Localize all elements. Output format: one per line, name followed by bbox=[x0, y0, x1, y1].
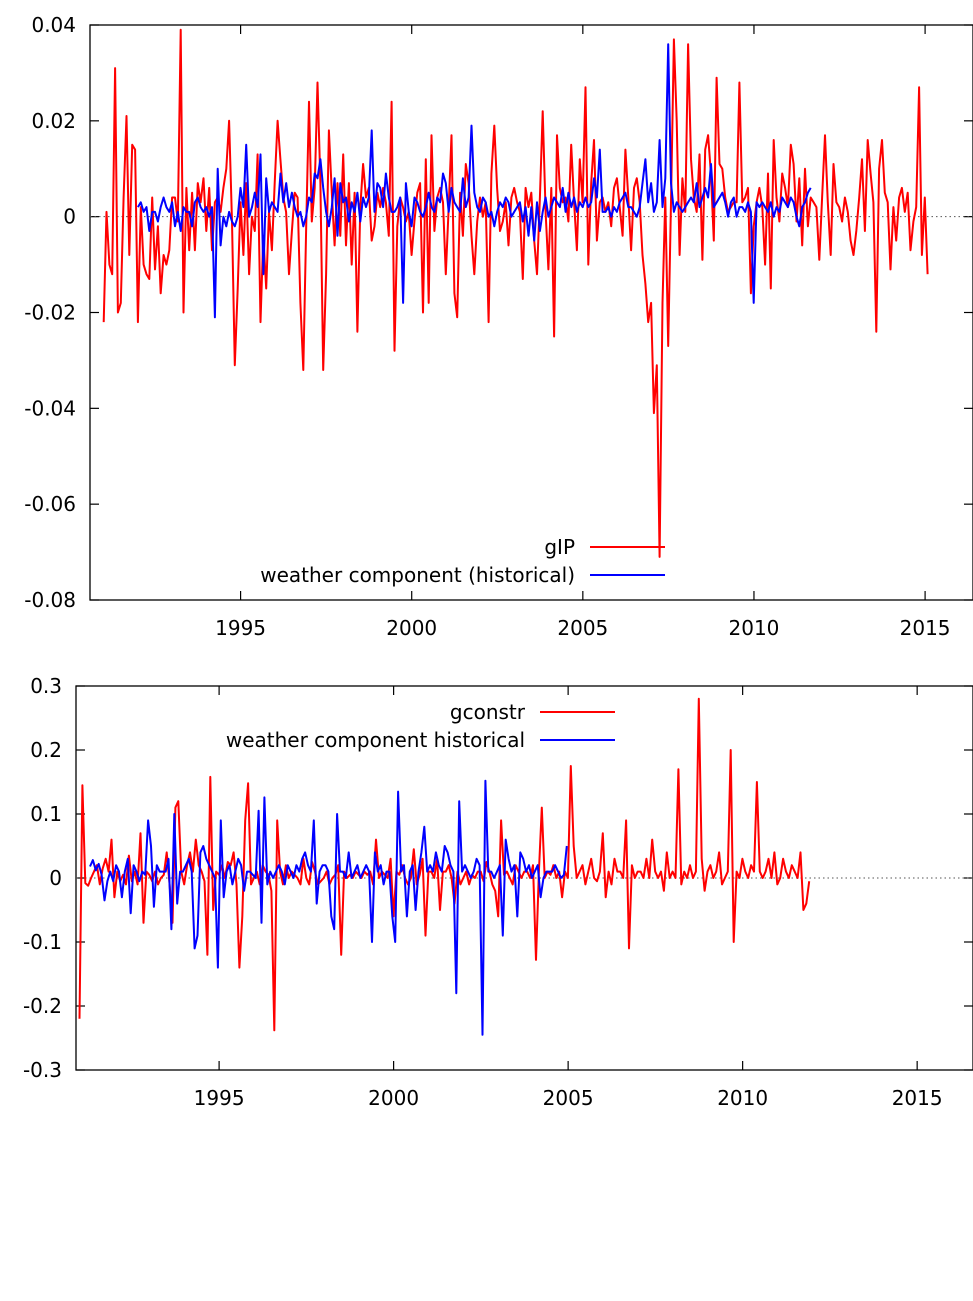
y-tick-label: 0.1 bbox=[30, 802, 62, 826]
x-tick-label: 1995 bbox=[215, 616, 266, 640]
y-tick-label: 0.2 bbox=[30, 738, 62, 762]
legend-label: gconstr bbox=[450, 700, 526, 724]
x-tick-label: 2010 bbox=[717, 1086, 768, 1110]
plot-frame bbox=[89, 24, 973, 601]
chart-gip: 0.04 0.02 0 -0.02 -0.04 -0.06 -0.08 1995 2000 200… bbox=[24, 13, 973, 640]
x-tick-label: 2005 bbox=[557, 616, 608, 640]
y-tick-label: -0.2 bbox=[23, 994, 62, 1018]
legend-label: weather component (historical) bbox=[260, 563, 575, 587]
x-tick-label: 2000 bbox=[386, 616, 437, 640]
y-tick-label: 0 bbox=[63, 205, 76, 229]
legend-label: gIP bbox=[544, 535, 575, 559]
x-tick-label: 2005 bbox=[543, 1086, 594, 1110]
x-tick-label: 1995 bbox=[194, 1086, 245, 1110]
x-tick-label: 2015 bbox=[900, 616, 951, 640]
series-line-blue bbox=[137, 43, 812, 319]
y-tick-label: -0.06 bbox=[24, 492, 76, 516]
series-line-red bbox=[102, 28, 929, 558]
y-tick-label: 0.02 bbox=[31, 109, 76, 133]
y-tick-label: -0.3 bbox=[23, 1058, 62, 1082]
y-tick-label: 0.3 bbox=[30, 674, 62, 698]
y-tick-label: -0.08 bbox=[24, 588, 76, 612]
legend-label: weather component historical bbox=[226, 728, 525, 752]
y-tick-label: -0.04 bbox=[24, 396, 76, 420]
chart-gconstr: 0.3 0.2 0.1 0 -0.1 -0.2 -0.3 1995 2000 2005 2010 20… bbox=[23, 674, 973, 1110]
x-tick-label: 2010 bbox=[729, 616, 780, 640]
x-tick-label: 2000 bbox=[368, 1086, 419, 1110]
x-tick-label: 2015 bbox=[892, 1086, 943, 1110]
y-tick-label: 0.04 bbox=[31, 13, 76, 37]
series-line-red bbox=[78, 697, 811, 1032]
y-tick-label: -0.02 bbox=[24, 301, 76, 325]
y-tick-label: -0.1 bbox=[23, 930, 62, 954]
y-tick-label: 0 bbox=[49, 866, 62, 890]
series-line-blue bbox=[89, 779, 568, 1036]
